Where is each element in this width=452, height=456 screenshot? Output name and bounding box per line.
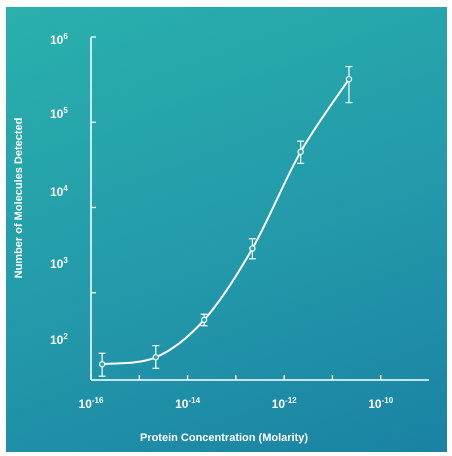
x-tick-label: 10-12 bbox=[272, 396, 297, 411]
y-tick-label: 102 bbox=[50, 332, 68, 347]
y-tick-label: 105 bbox=[50, 106, 68, 121]
y-tick-label: 103 bbox=[50, 256, 68, 271]
series-line bbox=[101, 78, 350, 366]
axes bbox=[90, 37, 429, 381]
error-bars bbox=[98, 65, 353, 377]
y-tick-label: 106 bbox=[50, 32, 68, 47]
data-point bbox=[98, 361, 106, 368]
tick-labels: 10-16 10-14 10-12 10-10 102 103 104 105 106 bbox=[50, 32, 394, 411]
x-tick-label: 10-14 bbox=[175, 396, 200, 411]
y-axis-title: Number of Molecules Detected bbox=[13, 118, 25, 279]
chart-panel bbox=[6, 7, 447, 452]
data-point bbox=[249, 245, 256, 252]
data-point bbox=[297, 148, 304, 156]
data-point bbox=[152, 354, 160, 361]
data-point bbox=[345, 75, 353, 83]
x-tick-label: 10-10 bbox=[368, 396, 393, 411]
x-axis-title: Protein Concentration (Molarity) bbox=[140, 432, 308, 444]
y-tick-label: 104 bbox=[50, 184, 68, 199]
data-point bbox=[200, 316, 208, 324]
markers bbox=[98, 75, 353, 368]
ticks bbox=[90, 36, 382, 380]
x-tick-label: 10-16 bbox=[79, 396, 104, 411]
